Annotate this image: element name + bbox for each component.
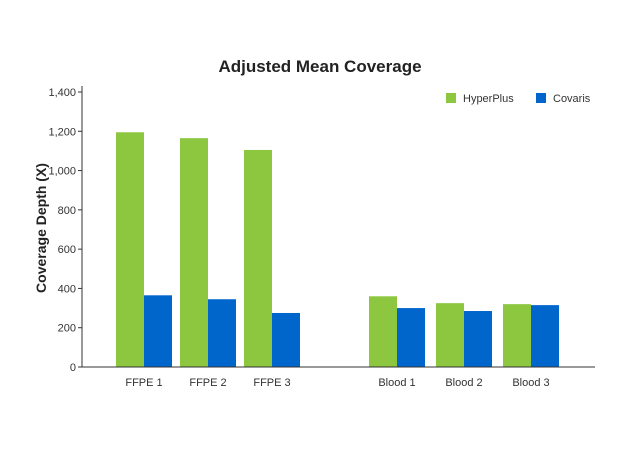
bar-hyperplus-blood-1 [369,296,397,367]
bar-covaris-ffpe-3 [272,312,300,367]
bar-covaris-blood-3 [531,305,559,367]
bar-hyperplus-blood-3 [503,304,531,367]
bar-covaris-ffpe-2 [208,299,236,367]
y-tick-label: 600 [58,244,76,256]
legend-label-hyperplus: HyperPlus [463,93,514,105]
bar-covaris-blood-2 [464,311,492,367]
legend-swatch-hyperplus [446,93,456,103]
legend: HyperPlus Covaris [446,93,591,105]
y-tick-label: 800 [58,205,76,217]
bar-hyperplus-ffpe-1 [116,132,144,367]
bar-covaris-ffpe-1 [144,295,172,367]
x-axis-ticks: FFPE 1 FFPE 2 FFPE 3 Blood 1 Blood 2 Blood 3 [125,377,549,389]
bar-hyperplus-ffpe-2 [180,138,208,367]
legend-label-covaris: Covaris [553,93,591,105]
x-tick-label: Blood 3 [512,377,549,389]
bars [116,132,559,367]
y-tick-label: 1,400 [48,87,76,99]
y-axis-label: Coverage Depth (X) [33,163,49,293]
chart-title: Adjusted Mean Coverage [218,57,421,76]
y-tick-label: 0 [70,362,76,374]
x-tick-label: Blood 2 [445,377,482,389]
bar-covaris-blood-1 [397,308,425,367]
x-tick-label: FFPE 1 [125,377,162,389]
y-axis-ticks: 0 200 400 600 800 1,000 1,200 1,400 [48,87,82,374]
y-tick-label: 1,200 [48,126,76,138]
y-tick-label: 1,000 [48,166,76,178]
legend-swatch-covaris [536,93,546,103]
bar-hyperplus-ffpe-3 [244,149,272,367]
x-tick-label: Blood 1 [378,377,415,389]
x-tick-label: FFPE 3 [253,377,290,389]
y-tick-label: 200 [58,323,76,335]
y-tick-label: 400 [58,283,76,295]
bar-hyperplus-blood-2 [436,303,464,367]
x-tick-label: FFPE 2 [189,377,226,389]
